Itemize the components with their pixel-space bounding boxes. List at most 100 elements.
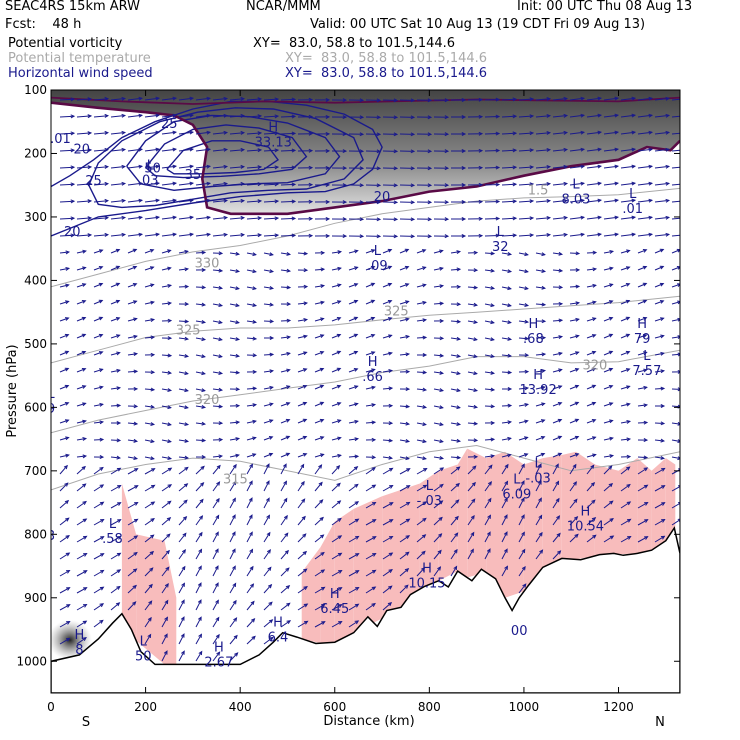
wind-vector-head xyxy=(167,249,172,254)
wind-vector-head xyxy=(286,368,291,373)
wind-vector-head xyxy=(319,436,325,440)
wind-vector xyxy=(331,604,342,611)
wind-vector xyxy=(263,98,279,101)
wind-vector xyxy=(620,438,630,441)
wind-vector-head xyxy=(235,303,240,308)
wind-vector xyxy=(603,500,614,509)
wind-vector xyxy=(620,501,631,509)
wind-vector-head xyxy=(631,113,637,118)
wind-vector xyxy=(416,484,427,492)
wind-vector-head xyxy=(121,164,127,169)
wind-vector-head xyxy=(546,233,552,237)
wind-vector xyxy=(620,351,630,356)
wind-vector-head xyxy=(609,250,615,254)
wind-vector xyxy=(280,200,296,203)
wind-vector xyxy=(59,217,75,220)
wind-vector-head xyxy=(580,147,586,152)
wind-vector-head xyxy=(117,519,122,523)
wind-vector-head xyxy=(631,181,637,186)
wind-vector-head xyxy=(354,483,359,488)
moist-patch xyxy=(334,508,354,643)
wind-vector-head xyxy=(388,334,393,339)
wind-vector xyxy=(484,184,500,186)
wind-vector-head xyxy=(353,283,359,287)
wind-vector xyxy=(127,199,142,203)
wind-vector-head xyxy=(336,384,342,389)
wind-vector-head xyxy=(627,536,632,540)
wind-vector-head xyxy=(461,115,467,119)
wind-vector-head xyxy=(376,149,382,154)
wind-vector xyxy=(586,517,596,526)
wind-contour-20 xyxy=(51,100,383,237)
wind-vector-head xyxy=(456,267,462,272)
wind-vector xyxy=(586,182,601,186)
extremum-value: 10.15 xyxy=(408,576,445,591)
wind-vector xyxy=(620,97,635,101)
wind-vector xyxy=(501,549,508,560)
wind-vector xyxy=(586,419,596,424)
wind-vector-head xyxy=(643,455,649,460)
wind-vector-head xyxy=(370,334,376,338)
wind-vector-head xyxy=(665,181,671,186)
wind-vector-head xyxy=(257,114,263,119)
wind-vector xyxy=(229,269,239,272)
wind-vector xyxy=(654,468,665,475)
wind-vector xyxy=(246,549,253,560)
wind-vector xyxy=(484,133,500,135)
wind-vector xyxy=(76,351,86,356)
wind-vector-head xyxy=(683,199,686,202)
wind-vector-head xyxy=(376,217,382,222)
wind-vector xyxy=(518,436,528,441)
wind-vector xyxy=(586,402,596,407)
wind-vector xyxy=(93,166,108,169)
wind-vector xyxy=(467,498,476,509)
wind-vector xyxy=(654,165,669,169)
wind-vector xyxy=(603,300,613,305)
wind-vector-head xyxy=(591,517,597,522)
wind-vector-head xyxy=(388,351,393,356)
wind-vector xyxy=(110,369,120,373)
wind-vector xyxy=(144,249,154,254)
contour-label: 330 xyxy=(195,257,220,272)
wind-vector xyxy=(59,402,69,407)
wind-vector-head xyxy=(677,456,680,461)
wind-vector-head xyxy=(181,582,185,587)
wind-vector xyxy=(161,302,171,305)
contour-label: 25 xyxy=(85,174,102,189)
wind-vector-head xyxy=(540,419,546,423)
wind-vector xyxy=(59,637,70,645)
extremum-value: 03 xyxy=(142,173,159,188)
wind-vector xyxy=(195,233,210,237)
wind-vector-head xyxy=(597,130,603,135)
wind-vector xyxy=(59,200,75,203)
wind-vector xyxy=(280,286,291,289)
wind-vector xyxy=(637,502,648,509)
wind-vector-head xyxy=(291,97,297,102)
wind-vector xyxy=(59,183,75,186)
wind-vector-head xyxy=(660,369,666,374)
wind-vector-head xyxy=(82,535,88,540)
wind-vector xyxy=(212,200,227,203)
wind-vector-head xyxy=(626,501,632,506)
wind-vector xyxy=(246,200,262,203)
wind-vector xyxy=(671,217,680,220)
wind-vector xyxy=(552,402,562,407)
y-tick-label: 400 xyxy=(24,273,47,287)
wind-vector xyxy=(76,385,86,390)
wind-vector-head xyxy=(223,232,229,237)
wind-vector-head xyxy=(677,421,680,426)
wind-vector xyxy=(671,149,680,152)
wind-vector xyxy=(348,455,359,458)
wind-vector xyxy=(195,199,210,203)
field-theta-name: Potential temperature xyxy=(8,51,151,66)
wind-vector xyxy=(620,233,635,237)
wind-vector-head xyxy=(683,165,686,168)
wind-vector-head xyxy=(665,96,671,101)
wind-vector-head xyxy=(115,602,121,607)
wind-vector-head xyxy=(269,252,274,257)
wind-vector xyxy=(433,422,443,426)
wind-vector xyxy=(263,269,273,273)
wind-vector xyxy=(297,481,305,492)
wind-vector-head xyxy=(302,453,308,457)
